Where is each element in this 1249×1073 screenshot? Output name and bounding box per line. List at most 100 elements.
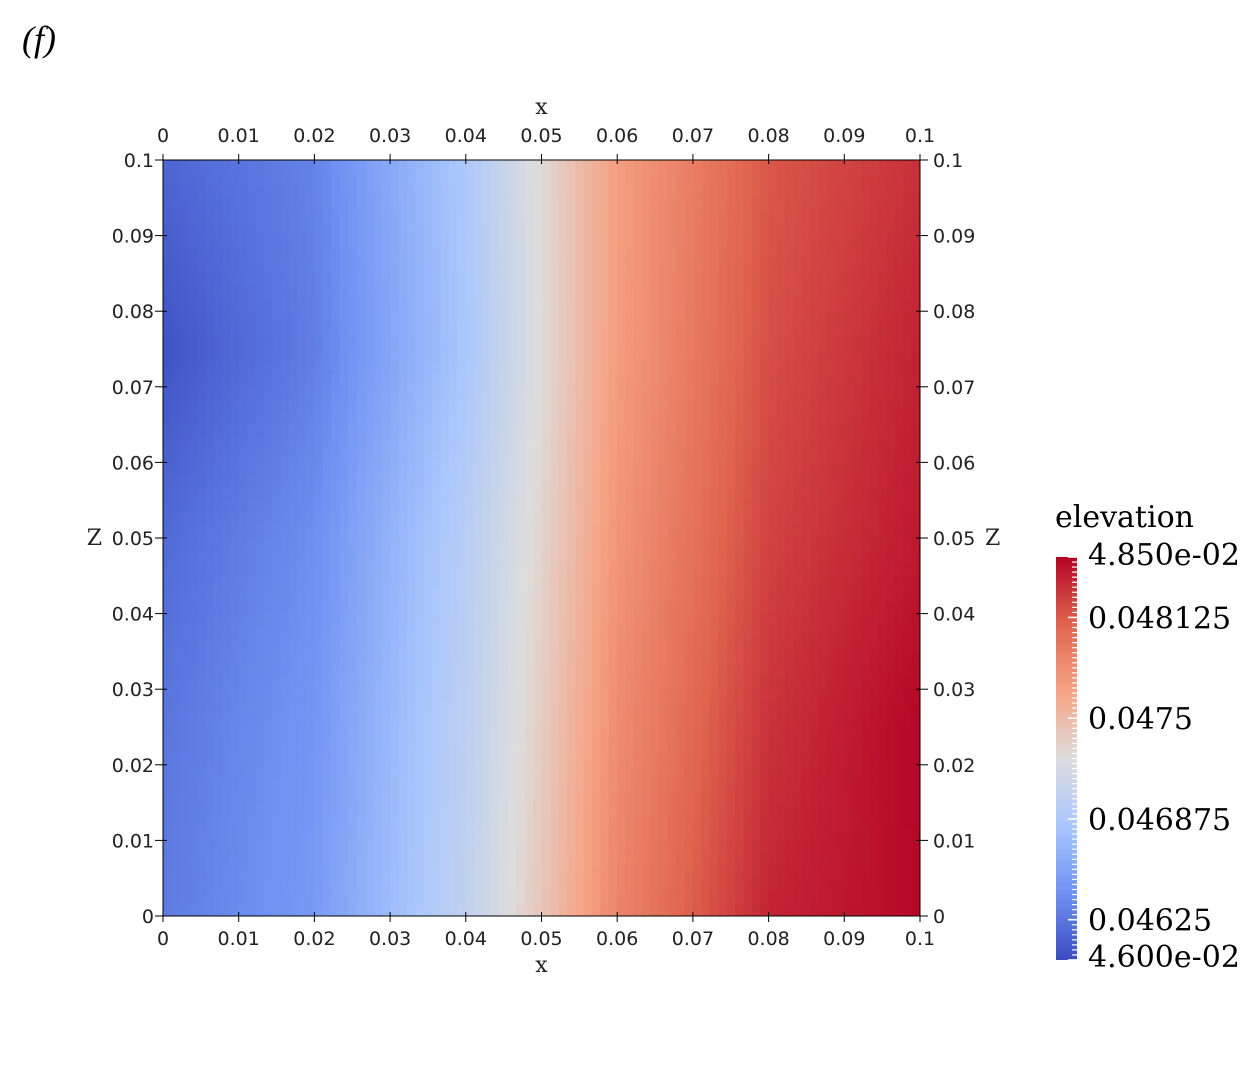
heatmap-cell	[886, 487, 896, 501]
heatmap-cell	[474, 790, 484, 804]
heatmap-cell	[549, 701, 560, 716]
heatmap-cell	[726, 664, 736, 678]
heatmap-cell	[238, 500, 248, 514]
heatmap-cell	[667, 500, 677, 514]
heatmap-cell	[743, 739, 753, 753]
heatmap-cell	[852, 664, 862, 678]
heatmap-cell	[903, 374, 913, 388]
heatmap-cell	[625, 764, 635, 779]
heatmap-cell	[247, 210, 257, 224]
heatmap-cell	[221, 550, 232, 564]
heatmap-cell	[911, 802, 920, 816]
heatmap-cell	[457, 475, 467, 489]
heatmap-cell	[297, 689, 307, 703]
heatmap-cell	[583, 273, 593, 287]
heatmap-cell	[188, 714, 198, 728]
heatmap-cell	[348, 714, 358, 728]
heatmap-cell	[432, 437, 442, 451]
heatmap-cell	[718, 298, 728, 312]
heatmap-cell	[583, 223, 593, 237]
heatmap-cell	[390, 487, 400, 501]
heatmap-cell	[701, 160, 711, 174]
heatmap-cell	[852, 588, 862, 602]
heatmap-cell	[440, 273, 450, 287]
heatmap-cell	[835, 323, 846, 338]
heatmap-cell	[852, 475, 862, 489]
heatmap-cell	[440, 475, 450, 489]
heatmap-cell	[726, 248, 736, 262]
heatmap-cell	[676, 260, 686, 275]
heatmap-cell	[684, 550, 694, 564]
heatmap-cell	[238, 525, 248, 539]
heatmap-cell	[642, 349, 652, 363]
heatmap-cell	[255, 424, 265, 438]
heatmap-cell	[305, 210, 316, 224]
heatmap-cell	[634, 399, 644, 413]
heatmap-cell	[591, 525, 602, 539]
heatmap-cell	[558, 323, 568, 338]
heatmap-cell	[676, 286, 686, 300]
heatmap-cell	[423, 260, 433, 275]
heatmap-cell	[608, 500, 618, 514]
heatmap-cell	[356, 323, 366, 338]
heatmap-cell	[322, 185, 333, 199]
heatmap-cell	[768, 525, 778, 539]
heatmap-cell	[356, 601, 366, 615]
heatmap-cell	[247, 349, 257, 363]
heatmap-cell	[751, 260, 761, 275]
heatmap-cell	[676, 739, 686, 753]
heatmap-cell	[423, 525, 433, 539]
heatmap-cell	[499, 664, 509, 678]
heatmap-cell	[205, 248, 215, 262]
heatmap-cell	[221, 613, 232, 627]
heatmap-cell	[171, 664, 181, 678]
heatmap-cell	[785, 827, 795, 842]
heatmap-cell	[524, 853, 534, 867]
heatmap-cell	[676, 323, 686, 338]
heatmap-cell	[659, 424, 669, 438]
heatmap-cell	[331, 525, 341, 539]
heatmap-cell	[734, 550, 745, 564]
heatmap-cell	[785, 424, 795, 438]
heatmap-cell	[768, 714, 778, 728]
heatmap-cell	[205, 500, 215, 514]
heatmap-cell	[524, 701, 534, 716]
heatmap-cell	[608, 575, 618, 590]
heatmap-cell	[676, 827, 686, 842]
heatmap-cell	[221, 815, 232, 829]
heatmap-cell	[650, 676, 661, 690]
heatmap-cell	[575, 185, 585, 199]
heatmap-cell	[364, 160, 375, 174]
heatmap-cell	[785, 361, 795, 375]
heatmap-cell	[785, 651, 795, 665]
heatmap-cell	[802, 223, 812, 237]
heatmap-cell	[331, 752, 341, 766]
heatmap-cell	[608, 412, 618, 426]
heatmap-cell	[163, 223, 173, 237]
heatmap-cell	[457, 790, 467, 804]
heatmap-cell	[406, 689, 417, 703]
heatmap-cell	[289, 790, 299, 804]
heatmap-cell	[894, 550, 904, 564]
heatmap-cell	[465, 248, 476, 262]
heatmap-cell	[255, 437, 265, 451]
heatmap-cell	[827, 764, 837, 779]
heatmap-cell	[263, 487, 274, 501]
heatmap-cell	[196, 449, 206, 464]
heatmap-cell	[558, 815, 568, 829]
heatmap-cell	[541, 739, 551, 753]
heatmap-cell	[827, 840, 837, 854]
heatmap-cell	[777, 349, 787, 363]
heatmap-cell	[179, 399, 190, 413]
heatmap-cell	[507, 248, 518, 262]
heatmap-cell	[221, 374, 232, 388]
heatmap-cell	[415, 336, 425, 350]
heatmap-cell	[886, 197, 896, 212]
heatmap-cell	[406, 298, 417, 312]
heatmap-cell	[734, 462, 745, 476]
heatmap-cell	[541, 853, 551, 867]
heatmap-cell	[289, 210, 299, 224]
heatmap-cell	[667, 223, 677, 237]
heatmap-cell	[541, 412, 551, 426]
heatmap-cell	[701, 764, 711, 779]
